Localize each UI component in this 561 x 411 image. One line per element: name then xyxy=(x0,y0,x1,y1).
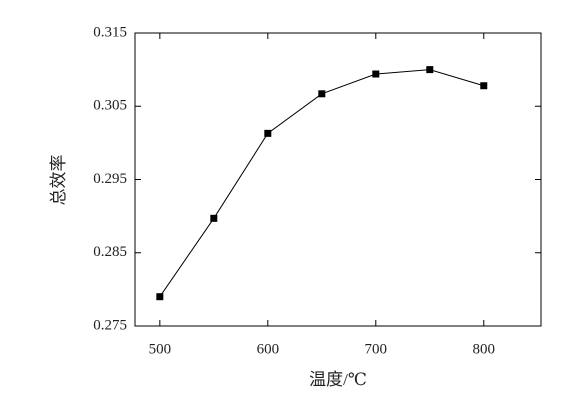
series-line xyxy=(159,69,484,297)
point xyxy=(480,82,488,90)
point xyxy=(210,214,218,222)
point xyxy=(372,70,380,78)
point xyxy=(426,66,434,74)
plot-frame xyxy=(134,32,542,327)
y-tick-label: 0.285 xyxy=(93,244,127,260)
point xyxy=(318,90,326,98)
point xyxy=(264,129,272,137)
x-tick-label: 700 xyxy=(365,341,388,357)
x-tick-label: 800 xyxy=(473,341,496,357)
x-axis-label: 温度/℃ xyxy=(309,370,367,389)
y-tick-label: 0.295 xyxy=(93,171,127,187)
point xyxy=(156,293,164,301)
y-tick-label: 0.275 xyxy=(93,317,127,333)
y-axis-label: 总效率 xyxy=(49,155,68,206)
x-tick-label: 500 xyxy=(149,341,172,357)
y-tick-label: 0.305 xyxy=(93,98,127,114)
x-tick-label: 600 xyxy=(257,341,280,357)
y-tick-label: 0.315 xyxy=(93,24,127,40)
